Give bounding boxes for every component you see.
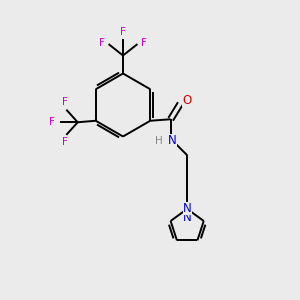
Text: H: H (155, 136, 163, 146)
Text: N: N (183, 212, 192, 224)
Text: F: F (62, 137, 68, 147)
Text: N: N (168, 134, 177, 147)
Text: F: F (62, 98, 68, 107)
Text: F: F (120, 27, 126, 37)
Text: F: F (141, 38, 147, 49)
Text: O: O (182, 94, 191, 107)
Text: F: F (99, 38, 105, 49)
Text: F: F (49, 117, 55, 127)
Text: N: N (183, 202, 192, 215)
